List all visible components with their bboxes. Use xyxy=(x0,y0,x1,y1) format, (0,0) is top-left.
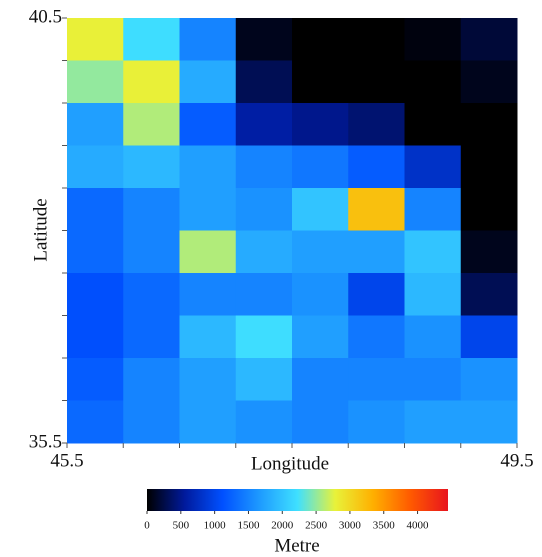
y-tick-label: 35.5 xyxy=(29,431,62,452)
elevation-cell xyxy=(292,188,349,231)
elevation-cell xyxy=(67,358,124,401)
colorbar xyxy=(147,489,448,511)
elevation-cell xyxy=(179,145,237,189)
colorbar-tick-label: 3000 xyxy=(339,520,362,532)
colorbar-tick-label: 1000 xyxy=(204,520,227,532)
colorbar-tick-label: 3500 xyxy=(373,520,396,532)
y-axis-label: Latitude xyxy=(30,198,51,261)
elevation-cell xyxy=(179,188,237,231)
elevation-cell xyxy=(179,400,237,444)
elevation-cell xyxy=(460,188,518,231)
elevation-cell xyxy=(460,358,518,401)
elevation-cell xyxy=(123,400,180,444)
elevation-cell xyxy=(404,315,462,359)
elevation-cell xyxy=(235,103,293,146)
elevation-cell xyxy=(460,145,518,189)
elevation-cell xyxy=(348,273,405,316)
elevation-cell xyxy=(235,60,293,104)
elevation-cell xyxy=(460,400,518,444)
elevation-cell xyxy=(404,358,462,401)
elevation-cell xyxy=(292,18,349,61)
elevation-cell xyxy=(67,400,124,444)
x-axis-label: Longitude xyxy=(251,453,329,474)
elevation-cell xyxy=(404,230,462,274)
elevation-cell xyxy=(235,230,293,274)
elevation-cell xyxy=(67,188,124,231)
elevation-cell xyxy=(123,18,180,61)
elevation-cell xyxy=(235,188,293,231)
elevation-cell xyxy=(123,60,180,104)
colorbar-label: Metre xyxy=(274,535,319,556)
colorbar-tick-label: 2000 xyxy=(271,520,294,532)
elevation-cell xyxy=(292,315,349,359)
elevation-cell xyxy=(348,358,405,401)
elevation-cell xyxy=(235,18,293,61)
elevation-cell xyxy=(67,230,124,274)
elevation-cell xyxy=(179,18,237,61)
elevation-cell xyxy=(179,60,237,104)
colorbar-tick-label: 2500 xyxy=(305,520,328,532)
elevation-cell xyxy=(404,103,462,146)
elevation-cell xyxy=(123,230,180,274)
x-tick-label: 49.5 xyxy=(500,450,533,471)
elevation-cell xyxy=(460,315,518,359)
elevation-cell xyxy=(348,188,405,231)
elevation-cell xyxy=(123,103,180,146)
elevation-cell xyxy=(348,315,405,359)
elevation-cell xyxy=(404,400,462,444)
elevation-cell xyxy=(235,315,293,359)
elevation-cell xyxy=(292,230,349,274)
colorbar-tick-label: 500 xyxy=(173,520,190,532)
elevation-cell xyxy=(67,103,124,146)
elevation-cell xyxy=(123,145,180,189)
elevation-cell xyxy=(348,18,405,61)
elevation-cell xyxy=(292,103,349,146)
elevation-cell xyxy=(179,273,237,316)
elevation-cell xyxy=(348,400,405,444)
elevation-cell xyxy=(179,358,237,401)
elevation-cell xyxy=(179,315,237,359)
elevation-cell xyxy=(460,60,518,104)
elevation-cell xyxy=(404,60,462,104)
elevation-cell xyxy=(348,60,405,104)
elevation-cell xyxy=(123,358,180,401)
elevation-cell xyxy=(123,188,180,231)
elevation-cell xyxy=(460,273,518,316)
elevation-cell xyxy=(123,273,180,316)
elevation-cell xyxy=(67,273,124,316)
elevation-cell xyxy=(348,145,405,189)
elevation-cell xyxy=(348,103,405,146)
elevation-cell xyxy=(404,273,462,316)
elevation-cell xyxy=(292,400,349,444)
elevation-cell xyxy=(67,145,124,189)
elevation-cell xyxy=(235,400,293,444)
colorbar-tick-label: 4000 xyxy=(407,520,430,532)
colorbar-tick-label: 1500 xyxy=(237,520,260,532)
elevation-cell xyxy=(67,315,124,359)
elevation-cell xyxy=(404,145,462,189)
elevation-cell xyxy=(460,18,518,61)
elevation-cell xyxy=(404,18,462,61)
elevation-cell xyxy=(67,18,124,61)
x-tick-label: 45.5 xyxy=(50,450,83,471)
colorbar-tick-label: 0 xyxy=(144,520,150,532)
elevation-cell xyxy=(235,358,293,401)
elevation-cell xyxy=(235,145,293,189)
elevation-cell xyxy=(123,315,180,359)
elevation-cell xyxy=(292,273,349,316)
elevation-cell xyxy=(235,273,293,316)
elevation-cell xyxy=(348,230,405,274)
elevation-cell xyxy=(292,145,349,189)
elevation-cell xyxy=(404,188,462,231)
elevation-cell xyxy=(179,230,237,274)
elevation-cell xyxy=(67,60,124,104)
elevation-cell xyxy=(292,60,349,104)
elevation-cell xyxy=(179,103,237,146)
elevation-cell xyxy=(460,103,518,146)
y-tick-label: 40.5 xyxy=(29,6,62,27)
elevation-cell xyxy=(292,358,349,401)
elevation-cell xyxy=(460,230,518,274)
